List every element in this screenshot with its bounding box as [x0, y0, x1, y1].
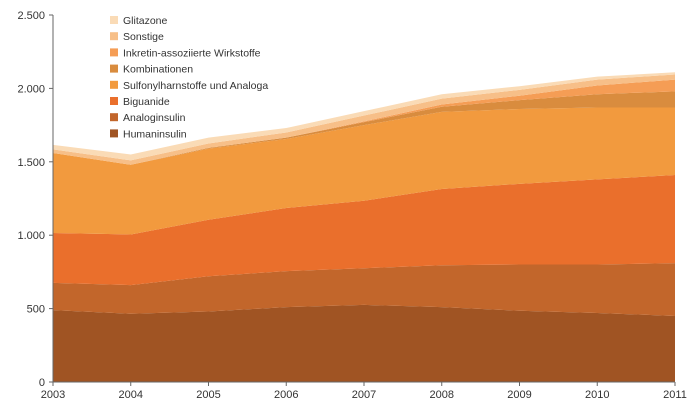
y-tick-label: 1.000 — [17, 230, 45, 242]
x-tick-label: 2011 — [663, 389, 687, 401]
area-series-inkretin-assoziierte-wirkstoffe — [53, 79, 675, 165]
area-series-group — [53, 72, 675, 382]
legend-swatch-kombinationen — [110, 64, 118, 73]
legend-swatch-sonstige — [110, 32, 118, 41]
legend-label-sonstige: Sonstige — [123, 31, 164, 43]
x-tick-label: 2005 — [196, 389, 220, 401]
area-series-kombinationen — [53, 91, 675, 165]
y-tick-label: 2.000 — [17, 83, 45, 95]
legend: Glitazone Sonstige Inkretin-assoziierte Wi… — [110, 15, 268, 140]
y-tick-label: 500 — [27, 304, 45, 316]
legend-swatch-humaninsulin — [110, 129, 118, 138]
x-tick-label: 2007 — [352, 389, 376, 401]
x-tick-label: 2010 — [585, 389, 609, 401]
legend-label-glitazone: Glitazone — [123, 15, 168, 27]
legend-swatch-biguanide — [110, 97, 118, 105]
x-tick-label: 2008 — [430, 389, 454, 401]
legend-label-inkretin-assoziierte-wirkstoffe: Inkretin-assoziierte Wirkstoffe — [123, 47, 261, 59]
area-series-glitazone — [53, 72, 675, 161]
x-axis-ticks: 2003 2004 2005 2006 2007 2008 2009 2010 2011 — [41, 382, 687, 401]
y-tick-label: 2.500 — [17, 10, 45, 22]
legend-swatch-sulfonylharnstoffe-und-analoga — [110, 80, 118, 89]
legend-label-sulfonylharnstoffe-und-analoga: Sulfonylharnstoffe und Analoga — [123, 80, 268, 92]
area-series-sulfonylharnstoffe-und-analoga — [53, 107, 675, 235]
legend-label-kombinationen: Kombinationen — [123, 64, 193, 76]
legend-label-humaninsulin: Humaninsulin — [123, 128, 187, 140]
x-tick-label: 2006 — [274, 389, 298, 401]
legend-swatch-analoginsulin — [110, 113, 118, 122]
x-tick-label: 2003 — [41, 389, 65, 401]
legend-label-analoginsulin: Analoginsulin — [123, 112, 186, 124]
y-tick-label: 1.500 — [17, 157, 45, 169]
area-series-humaninsulin — [53, 304, 675, 382]
area-series-analoginsulin — [53, 263, 675, 316]
legend-swatch-inkretin-assoziierte-wirkstoffe — [110, 48, 118, 57]
y-axis-ticks: 0 500 1.000 1.500 2.000 2.500 — [17, 10, 53, 389]
x-tick-label: 2009 — [507, 389, 531, 401]
y-tick-label: 0 — [39, 377, 45, 389]
area-series-biguanide — [53, 175, 675, 286]
legend-swatch-glitazone — [110, 16, 118, 24]
area-series-sonstige — [53, 74, 675, 165]
legend-label-biguanide: Biguanide — [123, 96, 170, 108]
x-tick-label: 2004 — [119, 389, 143, 401]
